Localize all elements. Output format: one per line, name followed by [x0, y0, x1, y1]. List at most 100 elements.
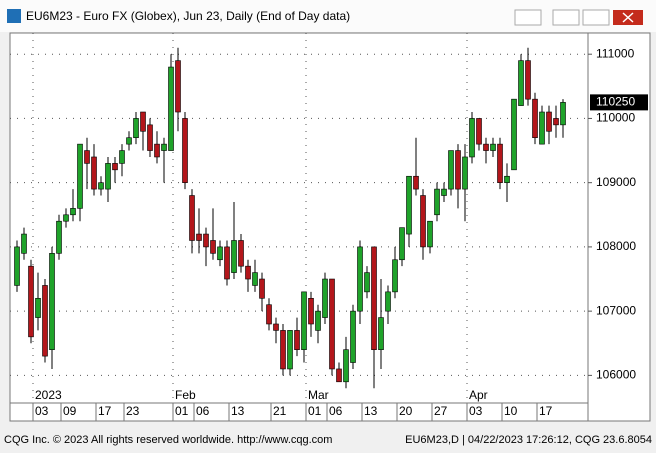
candle-body — [161, 143, 167, 151]
x-tick-label: 20 — [399, 404, 413, 418]
maximize-button[interactable] — [582, 9, 610, 26]
x-tick-label: 06 — [196, 404, 210, 418]
candle-body — [77, 143, 83, 209]
candle-body — [413, 175, 419, 190]
footer-right: EU6M23,D | 04/22/2023 17:26:12, CQG 23.6… — [405, 434, 652, 446]
candle-body — [497, 143, 503, 183]
candle-body — [525, 60, 531, 100]
candle-body — [70, 208, 76, 216]
x-tick-label: 03 — [469, 404, 483, 418]
x-tick-label: 21 — [273, 404, 287, 418]
candle-body — [455, 150, 461, 190]
candle-body — [308, 297, 314, 325]
candle-body — [539, 111, 545, 145]
month-label: Apr — [469, 388, 488, 402]
month-label: Feb — [175, 388, 196, 402]
x-tick-label: 17 — [98, 404, 112, 418]
candle-body — [84, 150, 90, 164]
candle-body — [217, 246, 223, 261]
candle-body — [273, 323, 279, 331]
candle-body — [119, 150, 125, 164]
candle-body — [546, 111, 552, 132]
candle-body — [210, 240, 216, 254]
y-tick-label: 110000 — [596, 111, 635, 125]
x-tick-label: 06 — [329, 404, 343, 418]
x-tick-label: 13 — [364, 404, 378, 418]
candle-body — [231, 240, 237, 273]
link-button[interactable] — [514, 9, 542, 26]
candle-body — [301, 291, 307, 350]
candle-body — [371, 246, 377, 350]
candle-body — [14, 246, 20, 286]
candle-body — [427, 220, 433, 248]
x-tick-label: 23 — [126, 404, 140, 418]
candle-body — [560, 102, 566, 126]
x-tick-label: 17 — [539, 404, 553, 418]
candle-body — [175, 60, 181, 113]
candle-body — [126, 137, 132, 145]
candle-body — [182, 118, 188, 183]
candle-body — [105, 163, 111, 190]
month-label: 2023 — [35, 388, 62, 402]
candle-body — [350, 310, 356, 363]
date-axis — [9, 402, 589, 422]
candle-body — [357, 246, 363, 312]
candle-body — [28, 265, 34, 338]
y-tick-label: 108000 — [596, 239, 636, 253]
candle-body — [91, 156, 97, 190]
y-tick-label: 106000 — [596, 368, 636, 382]
candle-body — [49, 253, 55, 350]
x-tick-label: 03 — [35, 404, 49, 418]
candle-body — [504, 175, 510, 183]
candle-body — [245, 265, 251, 280]
app-icon — [7, 9, 21, 23]
x-tick-label: 27 — [434, 404, 448, 418]
candle-body — [420, 195, 426, 248]
x-tick-label: 09 — [63, 404, 77, 418]
candle-body — [385, 291, 391, 312]
minimize-button[interactable] — [552, 9, 580, 26]
candle-body — [441, 188, 447, 196]
candle-body — [21, 233, 27, 254]
candle-body — [238, 240, 244, 267]
x-tick-label: 01 — [308, 404, 322, 418]
candle-body — [259, 278, 265, 299]
candle-body — [469, 118, 475, 158]
candle-body — [294, 330, 300, 350]
candle-body — [42, 285, 48, 357]
candle-body — [511, 98, 517, 171]
candle-body — [553, 118, 559, 126]
candle-body — [203, 233, 209, 248]
candle-body — [329, 278, 335, 370]
candle-body — [518, 60, 524, 106]
candle-body — [112, 163, 118, 171]
candle-body — [154, 143, 160, 158]
candle-body — [98, 182, 104, 190]
candle-body — [63, 214, 69, 222]
close-icon — [622, 12, 634, 23]
y-tick-label: 107000 — [596, 303, 636, 317]
candle-body — [168, 66, 174, 151]
price-axis — [587, 32, 651, 422]
candle-body — [483, 143, 489, 151]
candle-body — [35, 297, 41, 318]
candle-body — [133, 118, 139, 139]
candle-body — [140, 111, 146, 132]
candle-body — [476, 118, 482, 145]
candle-body — [147, 124, 153, 151]
candle-body — [189, 195, 195, 241]
candle-body — [196, 233, 202, 241]
candle-body — [287, 330, 293, 370]
candle-body — [364, 272, 370, 293]
candle-body — [399, 227, 405, 261]
candle-body — [322, 278, 328, 318]
candle-body — [336, 368, 342, 383]
footer-left: CQG Inc. © 2023 All rights reserved worl… — [4, 434, 332, 446]
y-tick-label: 111000 — [596, 46, 635, 60]
y-tick-label: 109000 — [596, 175, 636, 189]
candle-body — [532, 98, 538, 139]
candle-body — [252, 272, 258, 286]
candle-body — [490, 143, 496, 151]
candle-body — [378, 317, 384, 350]
